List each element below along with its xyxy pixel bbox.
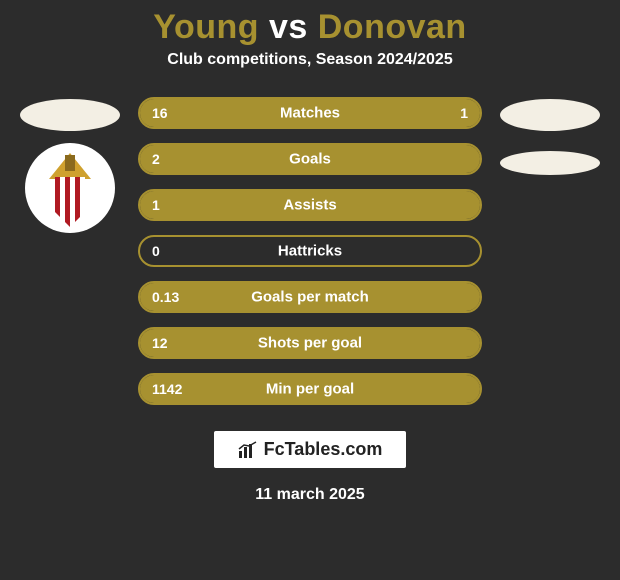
left-player-club-crest [25,143,115,233]
stat-bar-right-fill [429,99,480,127]
stat-bar-label: Goals per match [251,289,369,306]
stat-bar-left-value: 12 [152,335,168,351]
stat-bar-left-value: 0 [152,243,160,259]
stat-bar-label: Hattricks [278,243,342,260]
title-right-name: Donovan [318,8,467,46]
stat-bar-left-value: 1142 [152,381,182,397]
stat-bar-left-value: 0.13 [152,289,179,305]
title-left-name: Young [153,8,259,46]
right-player-column [500,97,600,175]
main-row: 16 1 Matches 2 Goals 1 Assists 0 Hattricks 0.13 Go… [0,97,620,405]
stat-bar-label: Assists [283,197,336,214]
stat-bar-left-value: 2 [152,151,160,167]
title-vs: vs [269,8,318,46]
page-title: Young vs Donovan [153,8,466,47]
comparison-card: Young vs Donovan Club competitions, Seas… [0,0,620,580]
right-player-secondary-ellipse [500,151,600,175]
crest-stripes-icon [55,177,85,227]
subtitle: Club competitions, Season 2024/2025 [167,51,452,69]
stat-bar: 16 1 Matches [138,97,482,129]
left-player-avatar [20,99,120,131]
stat-bar: 1 Assists [138,189,482,221]
stat-bar-left-value: 1 [152,197,160,213]
right-player-avatar [500,99,600,131]
stat-bar-right-value: 1 [460,105,468,121]
stat-bar: 0 Hattricks [138,235,482,267]
stat-bar-label: Goals [289,151,331,168]
stat-bars: 16 1 Matches 2 Goals 1 Assists 0 Hattricks 0.13 Go… [138,97,482,405]
stat-bar: 1142 Min per goal [138,373,482,405]
date-text: 11 march 2025 [255,486,364,504]
stat-bar-left-value: 16 [152,105,168,121]
chart-icon [238,441,258,459]
brand-badge: FcTables.com [214,431,407,468]
stat-bar-label: Shots per goal [258,335,362,352]
stat-bar-label: Matches [280,105,340,122]
stat-bar: 12 Shots per goal [138,327,482,359]
stat-bar: 2 Goals [138,143,482,175]
stat-bar: 0.13 Goals per match [138,281,482,313]
left-player-column [20,97,120,233]
brand-text: FcTables.com [264,439,383,460]
stat-bar-label: Min per goal [266,381,354,398]
